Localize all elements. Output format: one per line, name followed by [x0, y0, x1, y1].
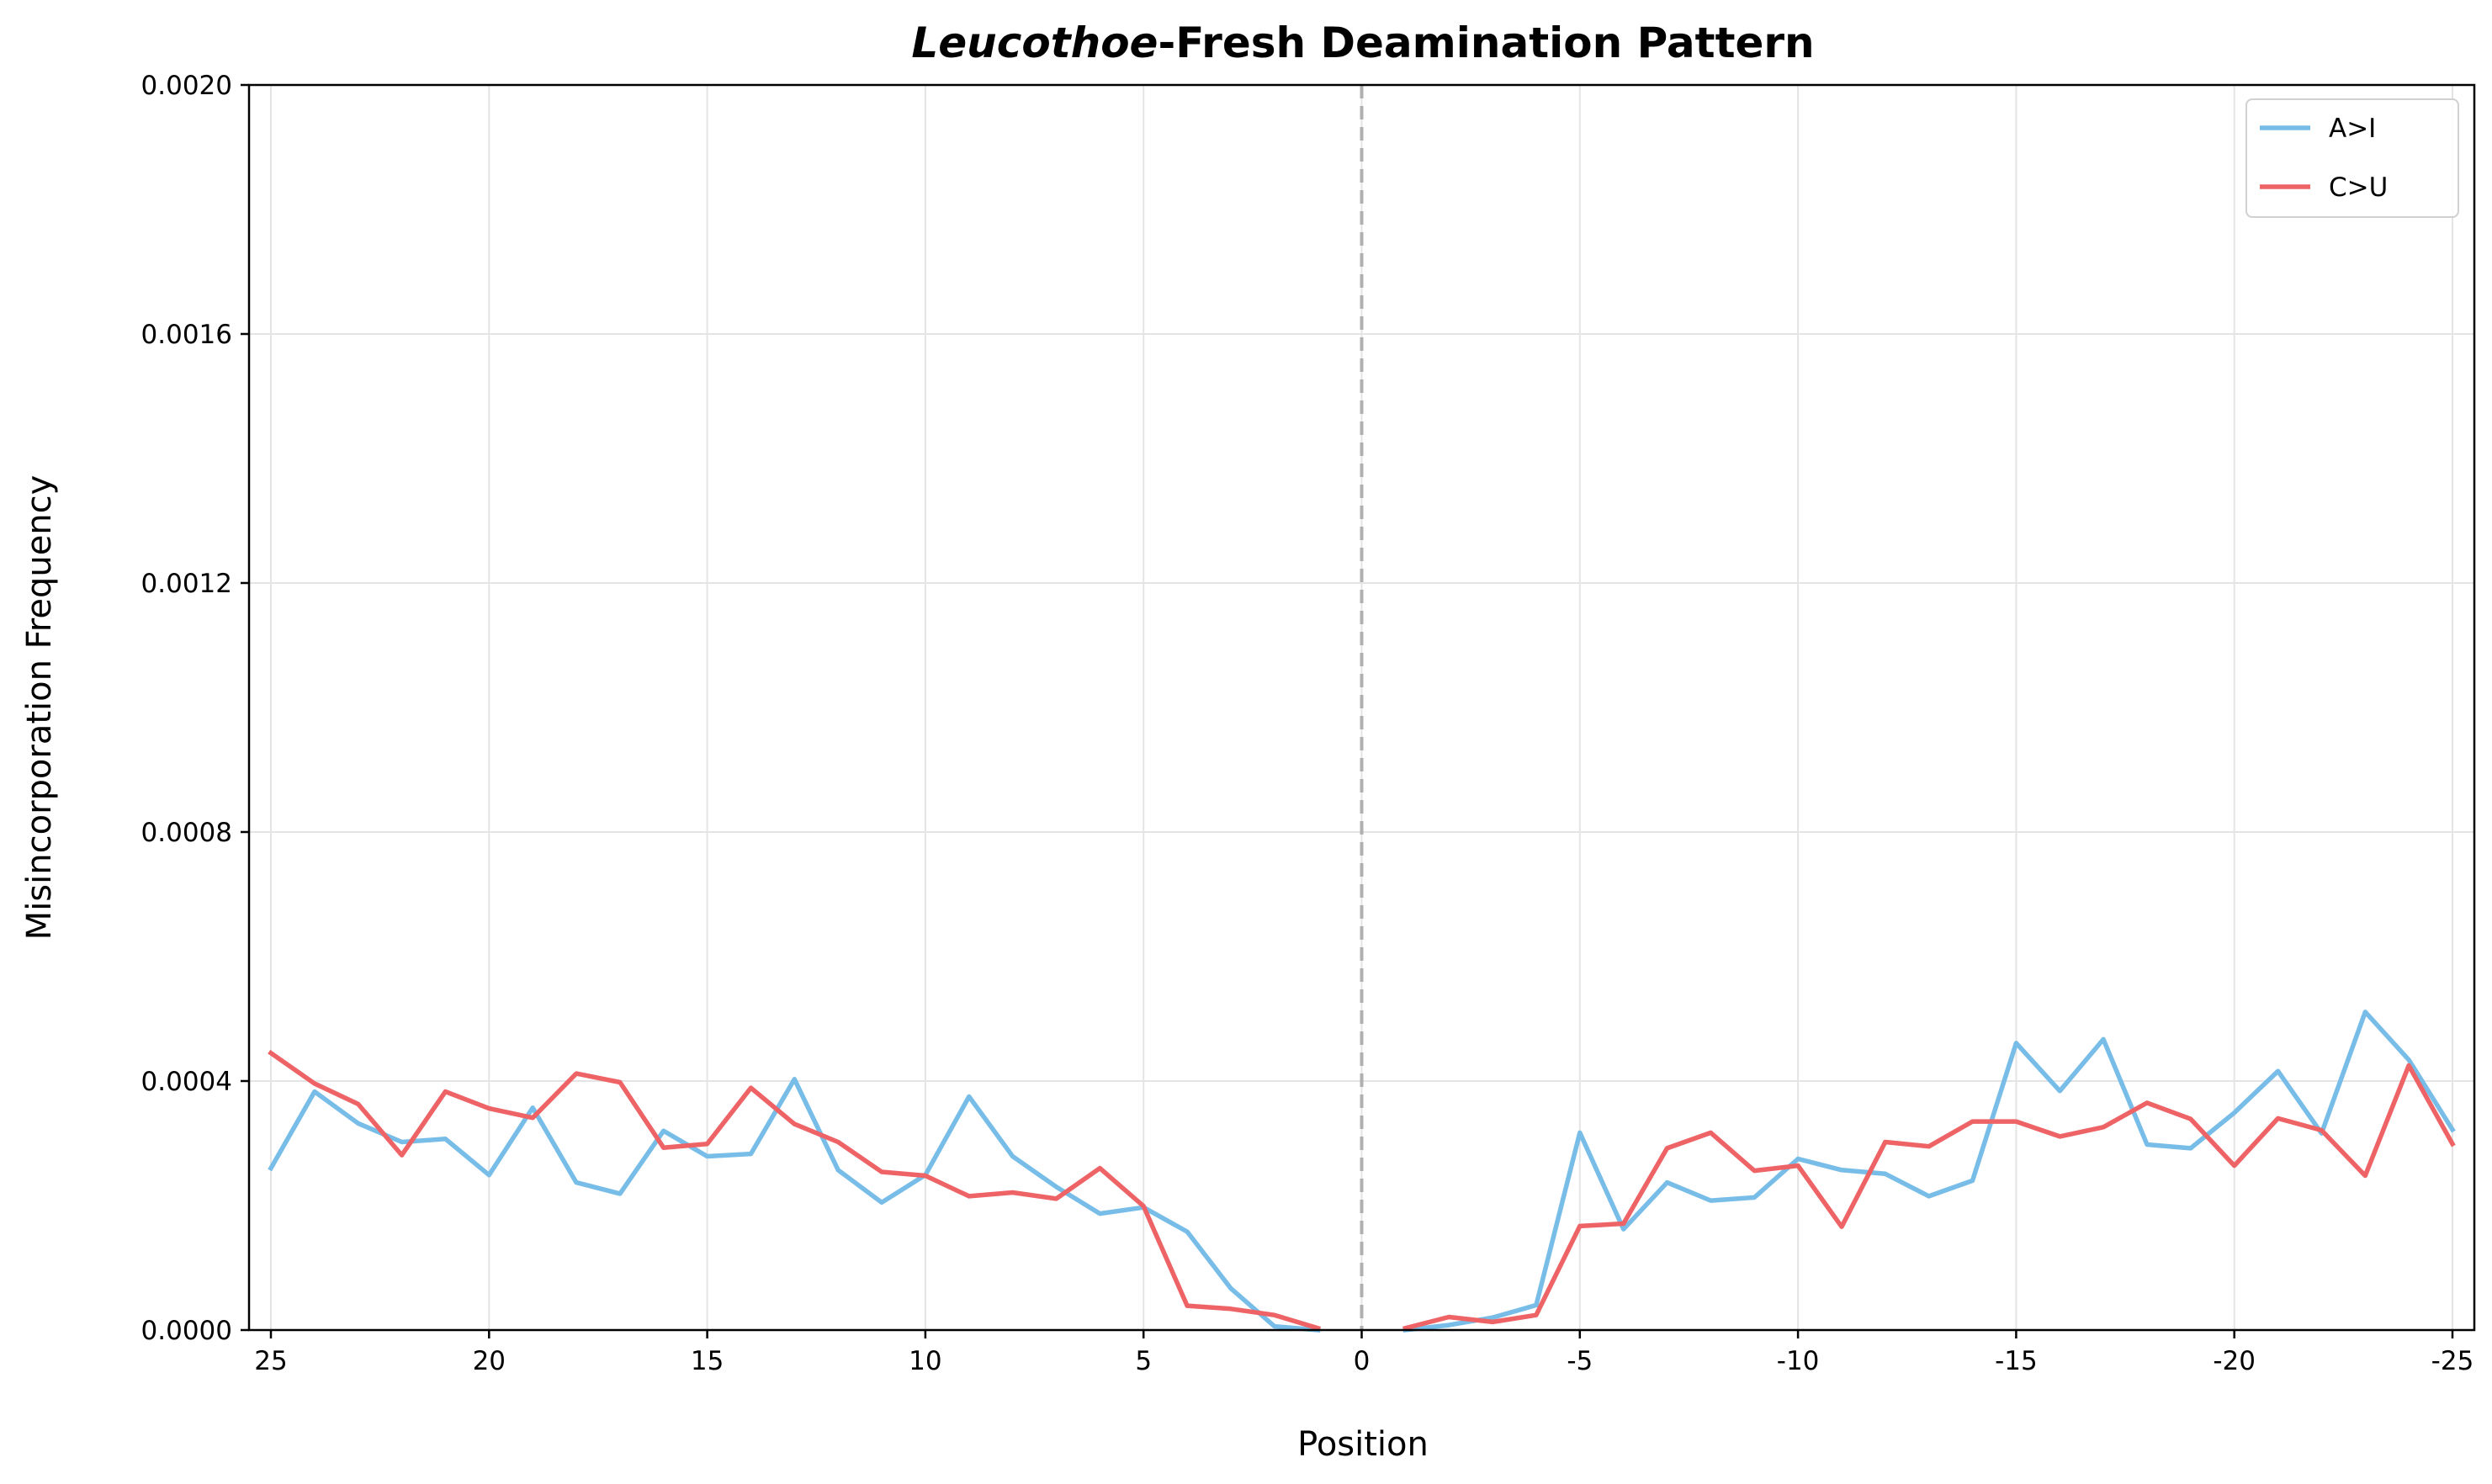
chart-title: Leucothoe-Fresh Deamination Pattern — [911, 19, 1814, 67]
y-axis: 0.0000 0.0004 0.0008 0.0012 0.0016 0.0020 — [141, 71, 249, 1346]
series-line-c-to-u-left — [268, 1049, 1322, 1332]
series-line-a-to-i-right — [1402, 1010, 2456, 1333]
x-tick-label: 10 — [909, 1346, 941, 1376]
x-tick-label: -10 — [1777, 1346, 1820, 1376]
x-tick-label: -20 — [2213, 1346, 2256, 1376]
x-axis: 25 20 15 10 5 0 -5 -10 -15 -20 -25 — [254, 1330, 2473, 1376]
y-tick-label: 0.0000 — [141, 1316, 232, 1346]
x-tick-label: -25 — [2431, 1346, 2474, 1376]
legend-label-c-to-u: C>U — [2329, 172, 2388, 203]
series-line-c-to-u-right — [1402, 1063, 2456, 1332]
x-tick-label: 5 — [1135, 1346, 1152, 1376]
x-tick-label: 15 — [691, 1346, 724, 1376]
y-tick-label: 0.0012 — [141, 569, 232, 599]
x-tick-label: 25 — [254, 1346, 287, 1376]
y-tick-label: 0.0004 — [141, 1067, 232, 1097]
x-axis-label: Position — [1297, 1425, 1429, 1464]
y-tick-label: 0.0020 — [141, 71, 232, 101]
legend: A>I C>U — [2245, 98, 2459, 218]
series-layer — [268, 1010, 2456, 1333]
chart-title-italic: Leucothoe — [911, 19, 1158, 67]
x-tick-label: -15 — [1995, 1346, 2038, 1376]
x-tick-label: -5 — [1567, 1346, 1593, 1376]
x-tick-label: 0 — [1354, 1346, 1371, 1376]
y-axis-label: Misincorporation Frequency — [20, 475, 59, 941]
y-tick-label: 0.0008 — [141, 818, 232, 848]
chart-title-rest: -Fresh Deamination Pattern — [1158, 19, 1814, 67]
y-tick-label: 0.0016 — [141, 320, 232, 350]
x-tick-label: 20 — [473, 1346, 506, 1376]
legend-label-a-to-i: A>I — [2329, 114, 2376, 144]
